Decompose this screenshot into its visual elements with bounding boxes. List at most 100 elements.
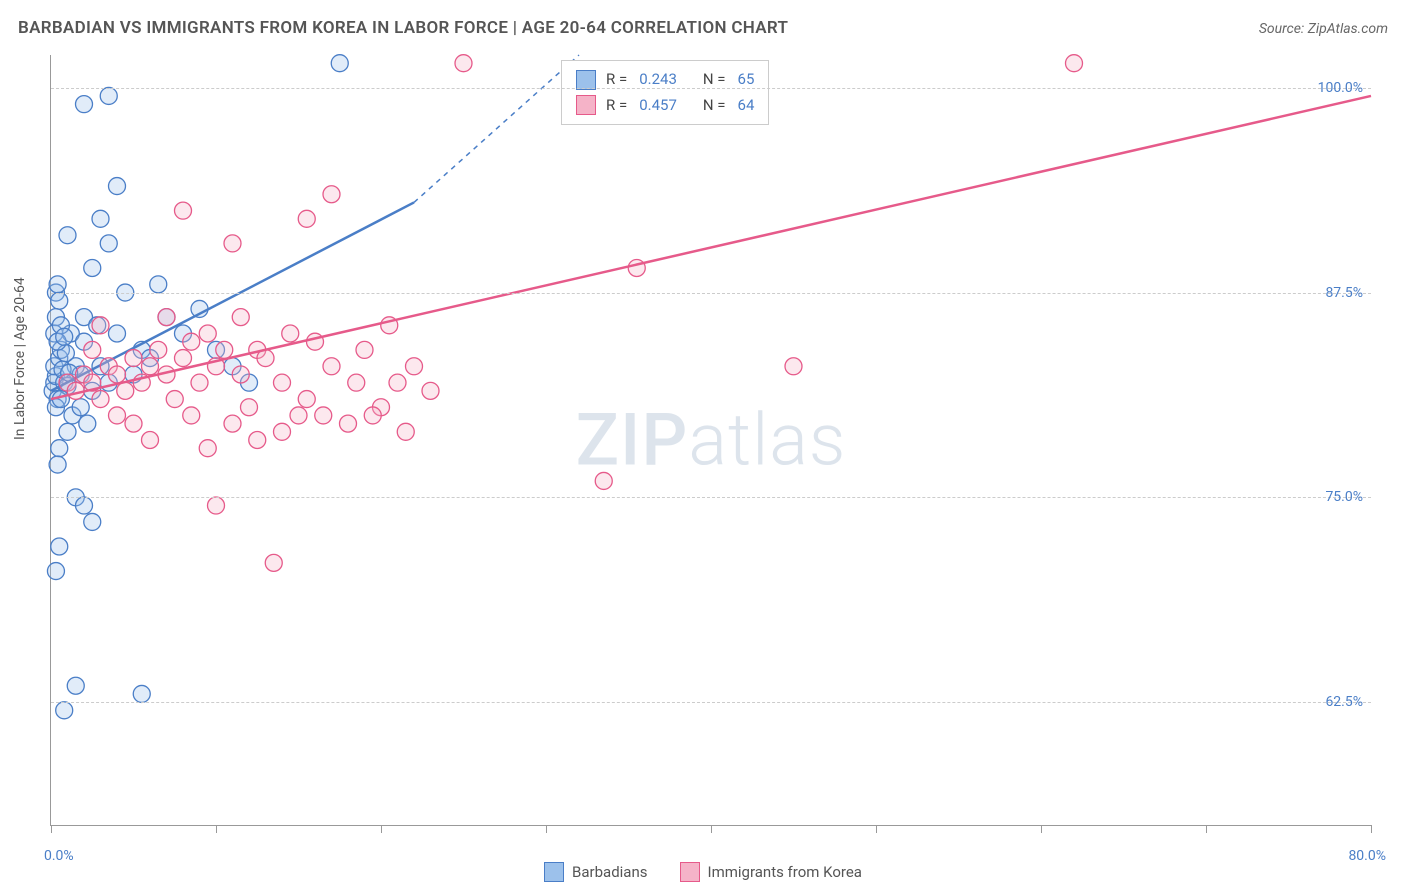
data-point	[323, 358, 340, 375]
regression-line-dashed	[414, 55, 579, 202]
data-point	[56, 702, 73, 719]
series2-label: Immigrants from Korea	[708, 863, 862, 881]
data-point	[59, 227, 76, 244]
data-point	[785, 358, 802, 375]
grid-line	[51, 497, 1371, 498]
data-point	[117, 382, 134, 399]
data-point	[92, 317, 109, 334]
swatch-series1-bottom	[544, 862, 564, 882]
data-point	[274, 423, 291, 440]
data-point	[109, 178, 126, 195]
legend-row-2: R = 0.457 N = 64	[576, 93, 754, 119]
y-tick-label: 100.0%	[1318, 80, 1363, 96]
y-tick-label: 87.5%	[1325, 285, 1363, 301]
data-point	[133, 685, 150, 702]
data-point	[109, 325, 126, 342]
n-label: N =	[703, 93, 726, 119]
data-point	[331, 55, 348, 72]
data-point	[166, 391, 183, 408]
data-point	[67, 677, 84, 694]
data-point	[307, 333, 324, 350]
data-point	[84, 259, 101, 276]
data-point	[84, 513, 101, 530]
data-point	[49, 456, 66, 473]
x-tick	[216, 825, 217, 833]
data-point	[315, 407, 332, 424]
x-tick	[1371, 825, 1372, 833]
data-point	[232, 309, 249, 326]
data-point	[150, 341, 167, 358]
data-point	[216, 341, 233, 358]
x-tick	[546, 825, 547, 833]
series1-label: Barbadians	[572, 863, 647, 881]
r-label: R =	[606, 93, 627, 119]
data-point	[142, 358, 159, 375]
data-point	[1066, 55, 1083, 72]
data-point	[249, 432, 266, 449]
data-point	[183, 407, 200, 424]
data-point	[51, 538, 68, 555]
regression-line	[51, 96, 1371, 399]
data-point	[406, 358, 423, 375]
data-point	[455, 55, 472, 72]
data-point	[175, 202, 192, 219]
data-point	[142, 432, 159, 449]
x-tick	[711, 825, 712, 833]
bottom-legend-item-1: Barbadians	[544, 862, 647, 882]
x-tick	[1041, 825, 1042, 833]
data-point	[224, 415, 241, 432]
data-point	[100, 87, 117, 104]
data-point	[224, 235, 241, 252]
data-point	[79, 415, 96, 432]
data-point	[51, 292, 68, 309]
data-point	[364, 407, 381, 424]
grid-line	[51, 293, 1371, 294]
data-point	[109, 366, 126, 383]
x-tick	[51, 825, 52, 833]
data-point	[282, 325, 299, 342]
data-point	[100, 235, 117, 252]
chart-area: R = 0.243 N = 65 R = 0.457 N = 64 ZIPatl…	[50, 55, 1371, 826]
data-point	[199, 325, 216, 342]
data-point	[59, 423, 76, 440]
data-point	[232, 366, 249, 383]
data-point	[47, 563, 64, 580]
y-tick-label: 62.5%	[1325, 694, 1363, 710]
bottom-legend-item-2: Immigrants from Korea	[680, 862, 862, 882]
grid-line	[51, 702, 1371, 703]
swatch-series1	[576, 70, 596, 90]
data-point	[72, 399, 89, 416]
data-point	[150, 276, 167, 293]
data-point	[208, 497, 225, 514]
data-point	[125, 350, 142, 367]
data-point	[397, 423, 414, 440]
data-point	[389, 374, 406, 391]
y-tick-label: 75.0%	[1325, 489, 1363, 505]
correlation-legend: R = 0.243 N = 65 R = 0.457 N = 64	[561, 60, 769, 125]
x-tick	[381, 825, 382, 833]
data-point	[290, 407, 307, 424]
data-point	[92, 391, 109, 408]
x-tick	[876, 825, 877, 833]
bottom-legend: Barbadians Immigrants from Korea	[0, 862, 1406, 882]
data-point	[265, 554, 282, 571]
data-point	[56, 328, 73, 345]
data-point	[92, 210, 109, 227]
data-point	[340, 415, 357, 432]
x-tick	[1206, 825, 1207, 833]
data-point	[199, 440, 216, 457]
scatter-plot	[51, 55, 1371, 825]
data-point	[323, 186, 340, 203]
swatch-series2-bottom	[680, 862, 700, 882]
data-point	[422, 382, 439, 399]
data-point	[274, 374, 291, 391]
data-point	[51, 440, 68, 457]
y-axis-title: In Labor Force | Age 20-64	[12, 277, 28, 440]
data-point	[158, 309, 175, 326]
data-point	[298, 210, 315, 227]
chart-title: BARBADIAN VS IMMIGRANTS FROM KOREA IN LA…	[18, 18, 788, 38]
source-label: Source: ZipAtlas.com	[1259, 21, 1388, 37]
data-point	[348, 374, 365, 391]
n-value-2: 64	[738, 93, 755, 119]
data-point	[109, 407, 126, 424]
